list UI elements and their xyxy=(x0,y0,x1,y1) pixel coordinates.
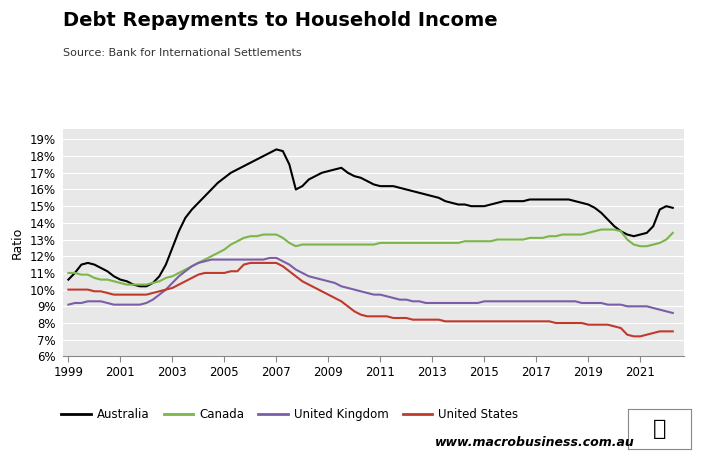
Australia xyxy=(441,198,449,204)
Legend: Australia, Canada, United Kingdom, United States: Australia, Canada, United Kingdom, Unite… xyxy=(57,403,523,425)
Canada xyxy=(305,242,313,247)
United States xyxy=(305,282,313,287)
Canada xyxy=(64,270,72,276)
Australia xyxy=(311,173,319,179)
Australia xyxy=(668,205,677,211)
Australia xyxy=(175,228,183,234)
Canada xyxy=(668,230,677,236)
Canada xyxy=(324,242,333,247)
United States xyxy=(630,334,638,339)
United States xyxy=(220,270,229,276)
United States xyxy=(246,260,255,266)
Australia xyxy=(532,197,541,202)
Australia xyxy=(64,277,72,282)
United States xyxy=(668,329,677,334)
Y-axis label: Ratio: Ratio xyxy=(11,227,24,259)
United States xyxy=(435,317,443,322)
United States xyxy=(64,287,72,292)
Canada xyxy=(175,270,183,276)
Line: Australia: Australia xyxy=(68,149,673,286)
United Kingdom xyxy=(668,310,677,316)
Line: Canada: Canada xyxy=(68,230,673,285)
Text: MACRO: MACRO xyxy=(582,31,650,49)
Line: United Kingdom: United Kingdom xyxy=(68,258,673,313)
United Kingdom xyxy=(435,300,443,306)
Text: BUSINESS: BUSINESS xyxy=(577,65,655,79)
Text: Source: Bank for International Settlements: Source: Bank for International Settlemen… xyxy=(63,48,302,58)
United Kingdom xyxy=(526,299,534,304)
United Kingdom xyxy=(220,257,229,262)
Canada xyxy=(597,227,606,232)
Text: 🐺: 🐺 xyxy=(653,419,667,439)
Text: www.macrobusiness.com.au: www.macrobusiness.com.au xyxy=(435,436,635,449)
Australia xyxy=(135,284,144,289)
Canada xyxy=(227,242,235,247)
United States xyxy=(526,319,534,324)
Australia xyxy=(331,167,339,172)
Canada xyxy=(123,282,131,287)
Canada xyxy=(526,235,534,241)
United Kingdom xyxy=(305,274,313,279)
United Kingdom xyxy=(64,302,72,307)
United States xyxy=(168,285,177,291)
United Kingdom xyxy=(265,255,274,261)
Text: Debt Repayments to Household Income: Debt Repayments to Household Income xyxy=(63,11,498,30)
Australia xyxy=(227,170,235,176)
Australia xyxy=(272,147,281,152)
United Kingdom xyxy=(324,279,333,284)
Line: United States: United States xyxy=(68,263,673,336)
United States xyxy=(324,292,333,297)
Canada xyxy=(435,240,443,246)
United Kingdom xyxy=(168,280,177,286)
